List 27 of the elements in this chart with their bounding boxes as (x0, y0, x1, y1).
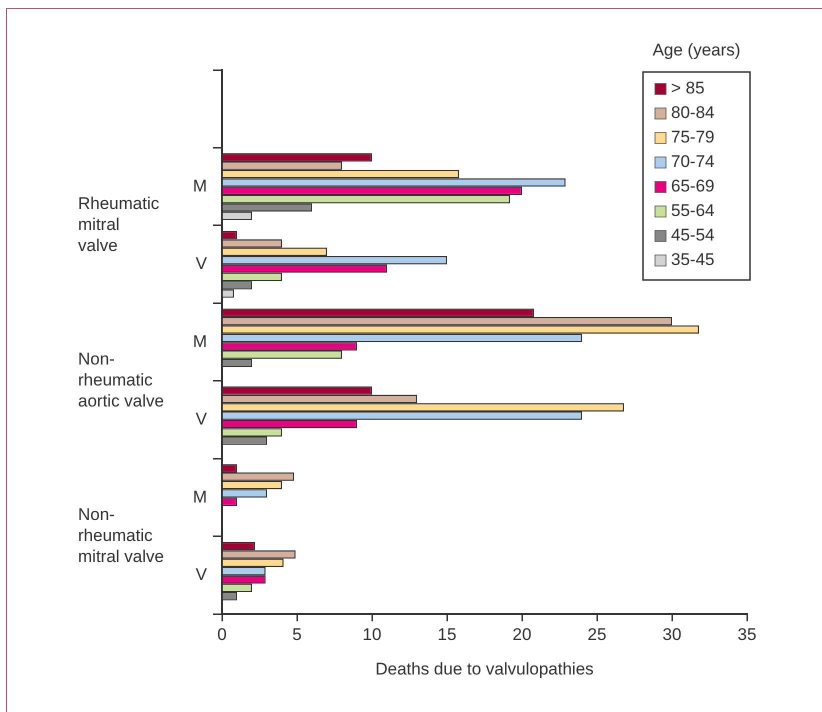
legend-label: 45-54 (671, 226, 714, 245)
legend-label: 65-69 (671, 176, 714, 196)
legend-label: 70-74 (671, 152, 714, 172)
text: Rheumatic mitral valve (78, 194, 160, 256)
y-tick-label: M (192, 332, 207, 351)
legend-label: > 85 (671, 78, 705, 98)
x-tick-label: 35 (738, 625, 756, 644)
legend-label: 75-79 (671, 128, 714, 147)
y-tick-label: V (196, 565, 208, 584)
x-tick-label: 0 (217, 625, 227, 644)
x-tick-label: 20 (512, 625, 532, 644)
x-tick-label: 10 (362, 625, 382, 644)
legend-label: 55-64 (671, 201, 714, 220)
x-tick-label: 5 (292, 625, 302, 644)
legend-label: 35-45 (671, 250, 714, 270)
y-tick-label: V (196, 410, 208, 429)
legend-label: 80-84 (671, 103, 714, 122)
text: Non- rheumatic aortic valve (78, 350, 164, 411)
x-tick-label: 30 (662, 625, 682, 644)
y-tick-label: V (196, 254, 208, 274)
y-tick-label: M (192, 176, 207, 196)
text: Non- rheumatic mitral valve (78, 505, 164, 566)
legend-title: Age (years) (652, 40, 740, 60)
x-axis-title: Deaths due to valvulopathies (375, 659, 594, 678)
x-tick-label: 15 (438, 625, 456, 644)
x-tick-label: 25 (588, 625, 606, 644)
y-tick-label: M (192, 487, 207, 506)
